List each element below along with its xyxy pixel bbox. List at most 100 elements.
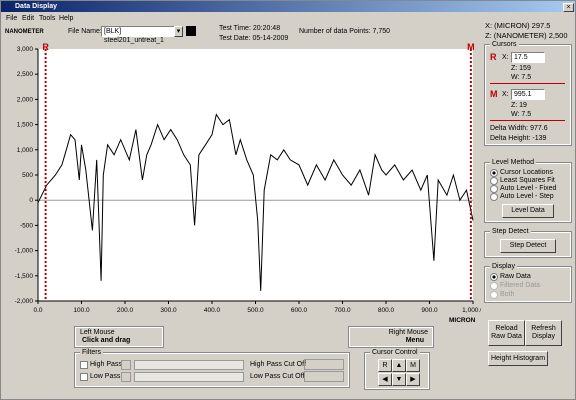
radio[interactable] [490,273,498,281]
radio[interactable] [490,185,498,193]
y-tick-label: -1,500 [15,273,34,280]
close-button[interactable]: × [563,3,574,12]
refresh-button[interactable]: Refresh Display [525,320,562,346]
cursor-m-x[interactable]: 995.1 [511,89,545,100]
menu-item[interactable]: File [6,15,18,22]
group-title: Level Method [490,159,537,166]
level-data-button[interactable]: Level Data [502,204,554,218]
z-readout: Z: (NANOMETER) 2,500 [485,31,568,40]
x-tick-label: 500.0 [247,307,264,314]
left-mouse-title: Left Mouse [80,329,115,336]
right-mouse-action: Menu [405,337,424,344]
cursor-m-z: Z: 19 [511,102,527,109]
menu-item[interactable]: Tools [39,15,56,22]
radio-label: Filtered Data [500,282,541,289]
checkbox-label: High Pass [90,361,122,368]
cursor-m-w: W: 7.5 [511,111,532,118]
x-tick-label: 1,000.0 [462,307,481,314]
x-tick-label: 700.0 [334,307,351,314]
delta-width: Delta Width: 977.6 [490,125,548,132]
slider [134,372,244,382]
radio[interactable] [490,193,498,201]
radio-label: Both [500,291,515,298]
right-mouse-title: Right Mouse [388,329,428,336]
radio-label: Least Squares Fit [500,177,555,184]
right-mouse-box: Right Mouse Menu [348,326,434,348]
group-title: Cursor Control [370,349,420,356]
checkbox[interactable] [80,361,88,369]
cursor-control-group: Cursor Control R ▲ M ◀ ▼ ▶ [364,349,430,390]
filters-group: Filters High Pass High Pass Cut Off Low … [74,349,350,388]
left-mouse-action: Click and drag [82,337,131,344]
radio-label: Cursor Locations [500,169,553,176]
level-method-group: Level Method Cursor Locations Least Squa… [484,159,572,223]
group-title: Filters [80,349,104,356]
input [304,359,344,370]
file-select[interactable]: [BLK] steel201_untreat_1 [101,26,175,44]
down-button[interactable]: ▼ [392,373,406,386]
group-title: Step Detect [490,228,531,235]
y-tick-label: 1,000 [17,147,34,154]
cursor-r-label: R [490,52,497,62]
delta-height: Delta Height: -139 [490,135,547,142]
chart: MICRON -2,000 -1,500 -1,000 -500 0 500 1,000 1,… [15,42,481,324]
x-tick-label: 600.0 [291,307,308,314]
right-button[interactable]: ▶ [406,373,420,386]
input [304,371,344,382]
cutoff-label: Low Pass Cut Off [250,373,305,380]
cursor-m-button[interactable]: M [406,359,420,372]
data-line [37,113,474,291]
radio-label: Raw Data [500,273,531,280]
reload-button[interactable]: Reload Raw Data [488,320,525,346]
display-group: Display Raw Data Filtered Data Both [484,263,572,303]
histogram-button[interactable]: Height Histogram [488,351,548,366]
y-axis-label: NANOMETER [5,29,44,35]
title-bar [1,1,575,12]
y-tick-label: 3,000 [17,46,34,53]
radio-label: Auto Level - Step [500,193,554,200]
dropdown-button[interactable]: ▾ [174,26,183,37]
x-label: X: [502,91,509,98]
window-title: Data Display [15,3,58,10]
cursor-r-z: Z: 159 [511,65,531,72]
test-date: Test Date: 05-14-2009 [219,35,289,42]
left-button[interactable]: ◀ [378,373,392,386]
point-count: Number of data Points: 7,750 [299,28,391,35]
separator [490,83,565,84]
up-button[interactable]: ▲ [392,359,406,372]
y-tick-label: 2,000 [17,96,34,103]
radio[interactable] [490,169,498,177]
cursor-r-button[interactable]: R [378,359,392,372]
cursor-m-label: M [490,89,498,99]
cursor-label: R [42,42,49,52]
y-tick-label: 0 [29,197,33,204]
x-axis-label: MICRON [449,317,476,324]
x-tick-label: 200.0 [117,307,134,314]
x-tick-label: 900.0 [421,307,438,314]
x-tick-label: 0.0 [33,307,42,314]
y-tick-label: -500 [20,222,33,229]
y-tick-label: -1,000 [15,248,34,255]
checkbox[interactable] [80,373,88,381]
cursors-group: Cursors R X: 17.5 Z: 159 W: 7.5 M X: 995… [484,41,572,146]
radio [490,282,498,290]
x-tick-label: 300.0 [160,307,177,314]
cursor-r-w: W: 7.5 [511,74,532,81]
menu-item[interactable]: Help [59,15,74,22]
radio[interactable] [490,177,498,185]
cursor-r-x[interactable]: 17.5 [511,52,545,63]
y-tick-label: -2,000 [15,298,34,305]
input [121,372,131,382]
x-tick-label: 800.0 [378,307,395,314]
step-detect-button[interactable]: Step Detect [500,239,556,253]
menu-item[interactable]: Edit [22,15,35,22]
y-tick-label: 500 [22,172,33,179]
separator [490,120,565,121]
y-tick-label: 1,500 [17,122,34,129]
radio-label: Auto Level - Fixed [500,185,557,192]
x-tick-label: 400.0 [204,307,221,314]
cutoff-label: High Pass Cut Off [250,361,306,368]
x-readout: X: (MICRON) 297.5 [485,21,551,30]
